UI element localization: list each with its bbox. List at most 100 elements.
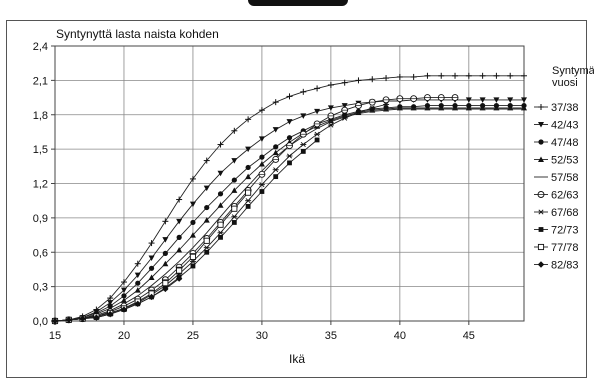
data-point (245, 116, 252, 123)
data-point (479, 72, 486, 79)
data-point (369, 105, 376, 111)
data-point (273, 174, 279, 180)
data-point (162, 218, 169, 225)
data-point (258, 107, 265, 114)
data-point (341, 79, 348, 86)
legend-label: 37/38 (551, 102, 579, 114)
data-point (493, 72, 500, 79)
data-point (438, 72, 445, 79)
data-point (217, 230, 224, 236)
data-point (148, 274, 155, 280)
data-point (314, 131, 321, 137)
data-point (272, 155, 280, 163)
data-point (299, 130, 307, 138)
data-point (314, 108, 321, 115)
data-point (286, 153, 293, 159)
data-point (120, 297, 127, 303)
legend-label: 47/48 (551, 137, 579, 149)
legend-item: 77/78 (534, 242, 579, 254)
series-67-68 (52, 101, 390, 324)
data-point (327, 117, 334, 123)
data-point (51, 317, 59, 325)
series-line (54, 75, 524, 322)
data-point (437, 94, 445, 102)
data-point (396, 95, 404, 103)
series-line (54, 103, 387, 322)
data-point (258, 170, 266, 178)
legend-marker (537, 243, 545, 251)
data-point (189, 253, 196, 260)
data-point (410, 95, 418, 103)
data-point (107, 295, 114, 302)
y-tick-label: 1,8 (33, 110, 48, 122)
data-point (355, 109, 362, 115)
data-point (162, 280, 169, 287)
data-point (189, 258, 196, 264)
y-tick-label: 0,9 (33, 213, 48, 225)
legend-label: 82/83 (551, 260, 579, 272)
data-point (479, 97, 486, 103)
data-point (190, 263, 196, 269)
data-point (465, 97, 472, 103)
data-point (259, 154, 265, 160)
data-point (135, 280, 141, 286)
series-line (54, 278, 180, 322)
data-point (341, 103, 348, 109)
data-point (217, 221, 224, 228)
legend-label: 72/73 (551, 225, 579, 237)
data-point (410, 73, 417, 80)
y-axis-title: Syntynyttä lasta naista kohden (56, 27, 219, 41)
data-point (300, 113, 307, 119)
data-point (369, 76, 376, 83)
data-point (121, 293, 127, 299)
data-point (521, 72, 527, 79)
chart-frame (6, 20, 587, 378)
data-point (204, 204, 210, 211)
data-point (217, 170, 224, 177)
legend-marker (538, 156, 544, 162)
legend-marker (538, 227, 544, 232)
data-point (300, 149, 306, 154)
data-point (190, 219, 196, 226)
data-point (189, 175, 196, 182)
data-point (120, 287, 127, 294)
data-point (383, 75, 390, 82)
series-line (54, 97, 455, 322)
legend-title: Syntymä- (552, 65, 594, 77)
data-point (424, 72, 431, 79)
grid-lines (54, 45, 524, 322)
data-point (162, 260, 169, 267)
cropped-heading-fragment (248, 0, 348, 6)
x-tick-label: 15 (49, 330, 61, 342)
legend-label: 42/43 (551, 120, 579, 132)
data-point (258, 161, 265, 167)
data-point (355, 77, 362, 84)
legend-marker (538, 122, 544, 128)
data-point (327, 112, 335, 120)
series-lines (51, 72, 527, 325)
data-point (162, 285, 169, 293)
data-point (452, 72, 459, 79)
series-82-83 (51, 275, 183, 325)
data-point (313, 120, 321, 128)
data-point (272, 127, 279, 133)
data-point (148, 265, 155, 271)
data-point (176, 218, 183, 225)
y-tick-label: 0,3 (33, 282, 48, 294)
data-point (245, 173, 252, 180)
data-point (272, 167, 279, 173)
data-point (217, 202, 224, 208)
legend-item: 42/43 (534, 120, 579, 132)
legend-title: vuosi (552, 77, 578, 89)
data-point (204, 249, 210, 255)
legend-marker (538, 104, 544, 110)
y-tick-label: 1,5 (33, 144, 48, 156)
data-point (231, 214, 238, 220)
data-point (231, 177, 237, 183)
data-point (245, 198, 252, 204)
data-point (217, 141, 224, 148)
legend-label: 77/78 (551, 242, 579, 254)
data-point (327, 122, 334, 128)
data-point (175, 275, 183, 282)
data-point (176, 246, 183, 253)
